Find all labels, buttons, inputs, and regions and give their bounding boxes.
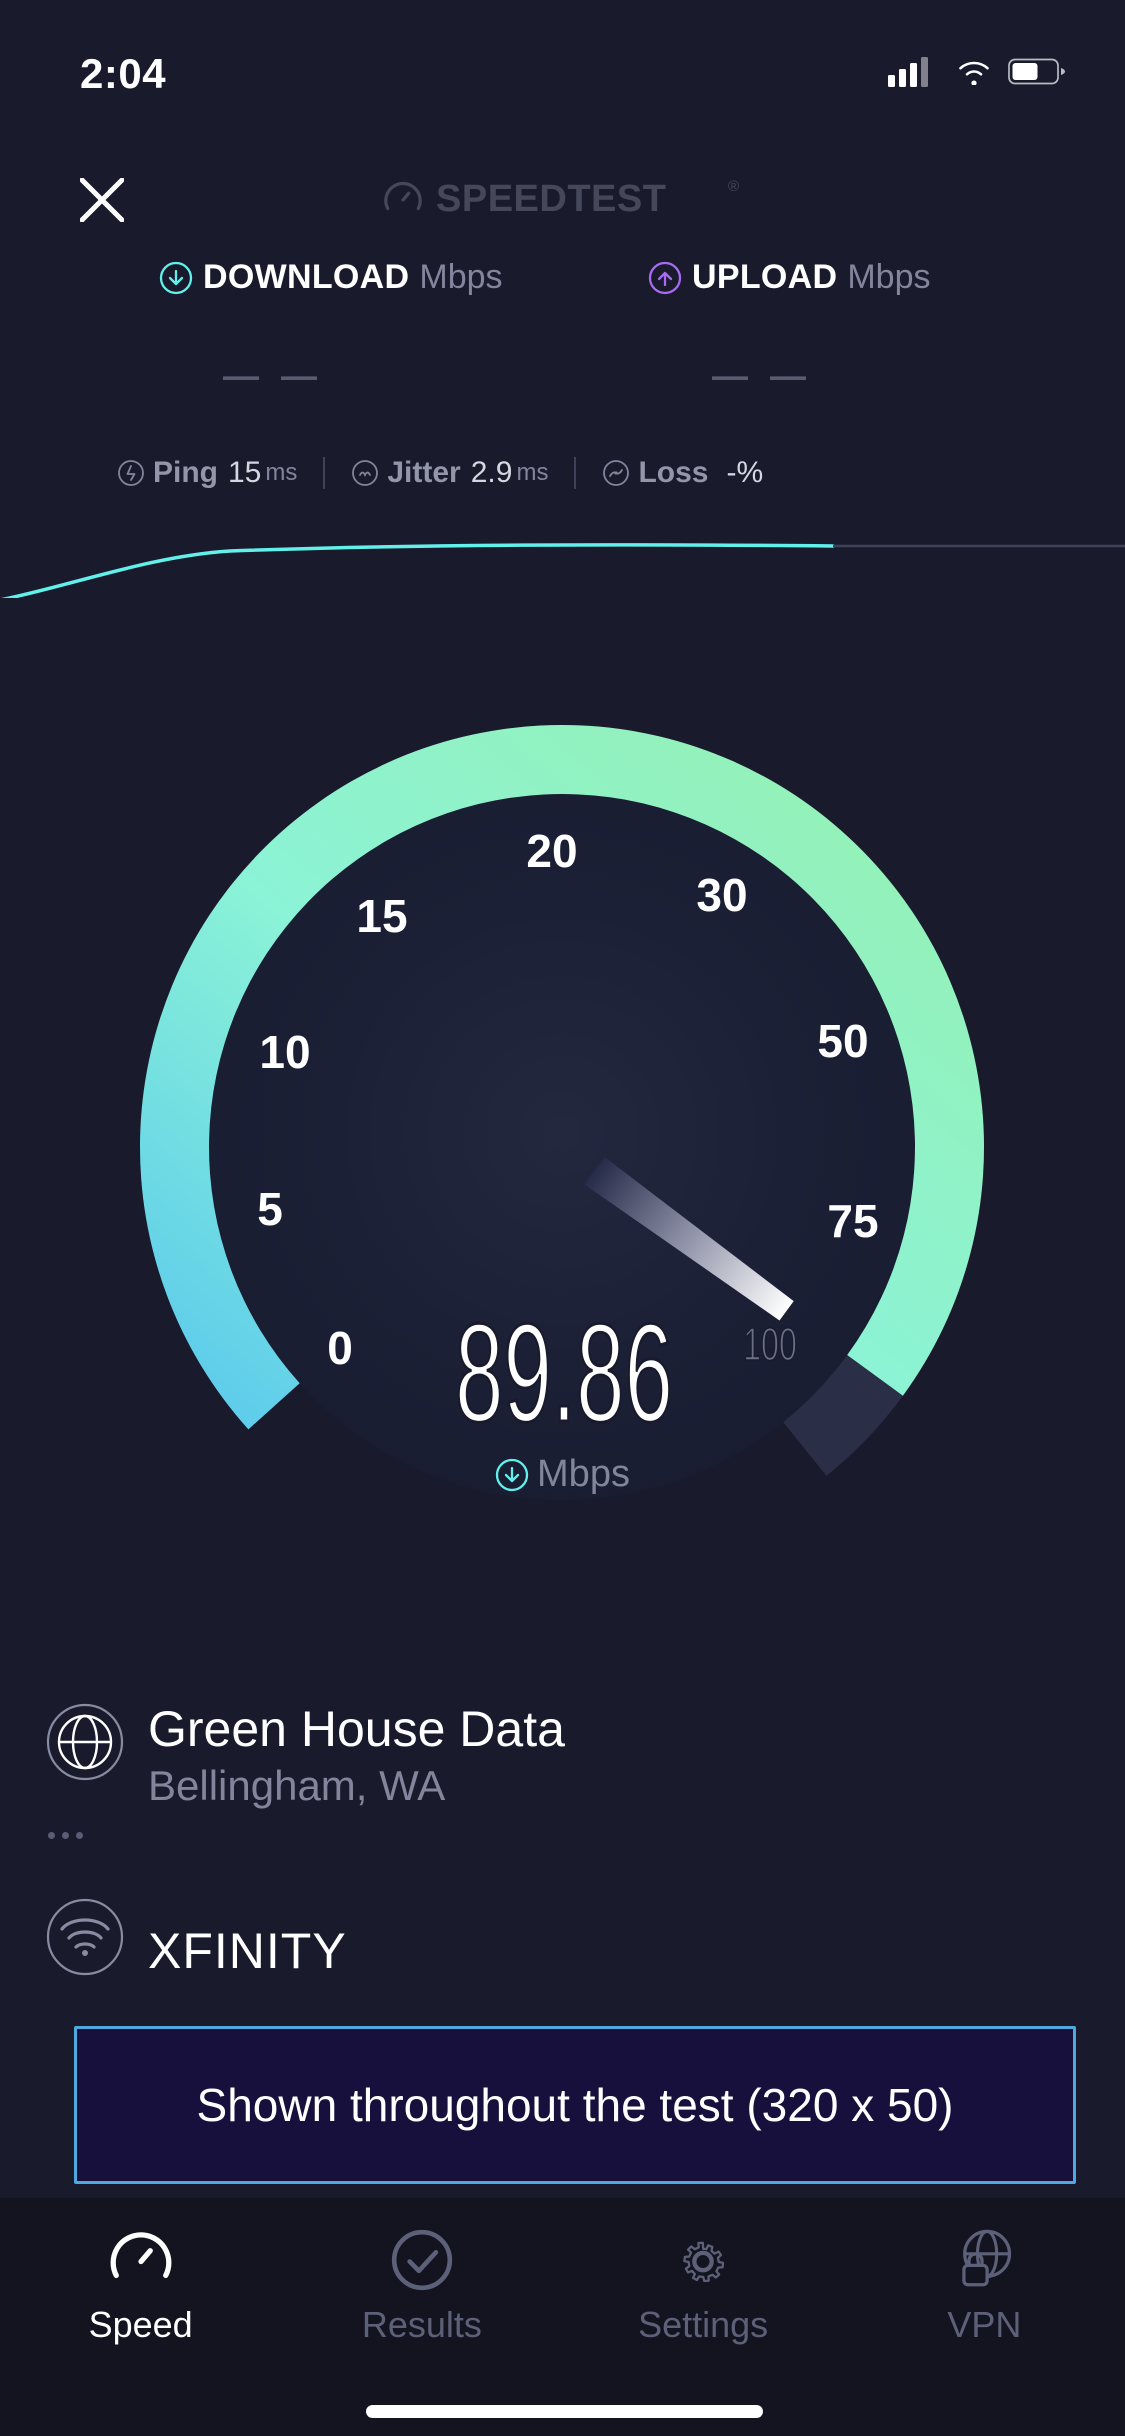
svg-text:20: 20 bbox=[526, 825, 577, 877]
svg-text:15: 15 bbox=[356, 890, 407, 942]
svg-text:50: 50 bbox=[817, 1015, 868, 1067]
svg-text:75: 75 bbox=[827, 1195, 878, 1247]
svg-text:10: 10 bbox=[259, 1026, 310, 1078]
svg-text:5: 5 bbox=[257, 1183, 283, 1235]
svg-text:89.86: 89.86 bbox=[455, 1305, 673, 1451]
svg-text:30: 30 bbox=[696, 869, 747, 921]
